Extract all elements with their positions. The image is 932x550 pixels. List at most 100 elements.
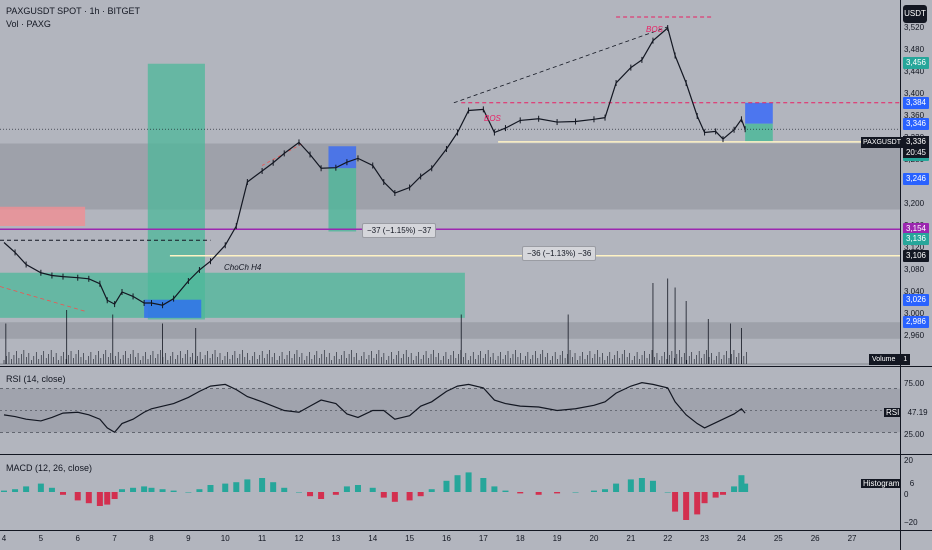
price-tick: 3,000 bbox=[904, 309, 925, 318]
price-tag: 3,154 bbox=[903, 223, 929, 236]
time-tick: 6 bbox=[75, 534, 80, 543]
macd-bar bbox=[380, 492, 387, 498]
macd-bar bbox=[196, 489, 203, 492]
macd-bar bbox=[118, 489, 125, 492]
trend-line-up bbox=[453, 26, 668, 104]
macd-bar bbox=[443, 480, 450, 492]
choch-label: ChoCh H4 bbox=[224, 263, 262, 272]
macd-bar bbox=[664, 492, 671, 493]
macd-bar bbox=[369, 487, 376, 492]
macd-bar bbox=[111, 492, 118, 499]
price-tick: 3,040 bbox=[904, 287, 925, 296]
time-tick: 21 bbox=[626, 534, 636, 543]
price-series bbox=[3, 26, 746, 306]
macd-bar bbox=[270, 482, 277, 492]
time-tick: 10 bbox=[220, 534, 230, 543]
time-tick: 20 bbox=[589, 534, 599, 543]
macd-bar bbox=[590, 490, 597, 492]
histogram-tag-value: 6 bbox=[909, 479, 915, 488]
symbol-title: PAXGUSDT SPOT · 1h · BITGET bbox=[6, 6, 141, 16]
time-tick: 8 bbox=[149, 534, 154, 543]
macd-bar bbox=[491, 486, 498, 492]
macd-bar bbox=[141, 486, 148, 492]
macd-bar bbox=[130, 487, 137, 492]
macd-bar bbox=[712, 492, 719, 498]
price-tick: 3,520 bbox=[904, 23, 925, 32]
macd-bar bbox=[572, 492, 579, 493]
macd-bar bbox=[694, 492, 701, 515]
last-price-tag: 3,336 20:45 bbox=[903, 136, 929, 158]
price-tick: 3,480 bbox=[904, 45, 925, 54]
macd-tick-0: 0 bbox=[904, 490, 909, 499]
macd-bar bbox=[354, 485, 361, 492]
macd-bar bbox=[602, 489, 609, 492]
price-tick: 3,120 bbox=[904, 243, 925, 252]
macd-bar bbox=[48, 487, 55, 492]
macd-bar bbox=[318, 492, 325, 499]
macd-bar bbox=[148, 487, 155, 492]
macd-bar bbox=[731, 486, 738, 492]
price-tag: 3,346 bbox=[903, 117, 929, 130]
time-tick: 4 bbox=[1, 534, 7, 543]
rsi-title: RSI (14, close) bbox=[6, 374, 66, 384]
price-tag: 3,246 bbox=[903, 172, 929, 185]
macd-bar bbox=[480, 478, 487, 492]
macd-bar bbox=[74, 492, 81, 501]
macd-tick-neg20: −20 bbox=[904, 518, 918, 527]
price-tag: 2,986 bbox=[903, 315, 929, 328]
macd-bar bbox=[406, 492, 413, 501]
blue-box-right bbox=[745, 102, 773, 124]
currency-button[interactable]: USDT bbox=[903, 5, 927, 23]
price-tick: 3,080 bbox=[904, 265, 925, 274]
macd-bar bbox=[517, 492, 524, 494]
last-price-value: 3,336 bbox=[905, 137, 927, 146]
time-tick: 24 bbox=[736, 534, 746, 543]
price-tick: 3,440 bbox=[904, 67, 925, 76]
rsi-tick-25: 25.00 bbox=[904, 430, 925, 439]
blue-box-mid bbox=[328, 146, 357, 169]
green-box-mid bbox=[328, 168, 357, 232]
macd-title: MACD (12, 26, close) bbox=[6, 463, 93, 473]
time-tick: 11 bbox=[257, 534, 267, 543]
histogram-tag: Histogram 6 bbox=[861, 478, 914, 490]
price-tag: 3,106 bbox=[903, 249, 929, 262]
rsi-tag-value: 47.19 bbox=[907, 408, 928, 417]
price-tick: 3,360 bbox=[904, 111, 925, 120]
countdown: 20:45 bbox=[905, 148, 927, 157]
rsi-line bbox=[3, 382, 746, 434]
macd-bar bbox=[307, 492, 314, 497]
macd-bar bbox=[96, 492, 103, 506]
macd-bar bbox=[12, 489, 19, 492]
price-tick: 2,960 bbox=[904, 331, 925, 340]
time-tick: 27 bbox=[847, 534, 857, 543]
blue-box-low bbox=[144, 299, 202, 318]
macd-bar bbox=[738, 475, 745, 492]
macd-bar bbox=[185, 492, 192, 493]
time-tick: 17 bbox=[478, 534, 488, 543]
macd-bar bbox=[672, 492, 679, 512]
price-tick: 3,400 bbox=[904, 89, 925, 98]
macd-bar bbox=[502, 490, 509, 492]
macd-bar bbox=[170, 490, 177, 492]
measure-label-1: −37 (−1.15%) −37 bbox=[362, 223, 437, 238]
macd-bar bbox=[649, 480, 656, 492]
macd-bar bbox=[222, 483, 229, 492]
price-tick: 3,200 bbox=[904, 199, 925, 208]
time-tick: 9 bbox=[186, 534, 191, 543]
macd-bar bbox=[742, 483, 749, 492]
green-box-right bbox=[745, 123, 773, 142]
time-tick: 5 bbox=[38, 534, 44, 543]
macd-bar bbox=[343, 486, 350, 492]
macd-bar bbox=[417, 492, 424, 497]
macd-bar bbox=[454, 475, 461, 492]
macd-bar bbox=[59, 492, 66, 495]
macd-bar bbox=[428, 489, 435, 492]
volume-label: Volume 1 bbox=[869, 354, 911, 365]
price-tag: 3,384 bbox=[903, 96, 929, 109]
price-tag: 3,456 bbox=[903, 57, 929, 70]
macd-bar bbox=[465, 472, 472, 492]
macd-bar bbox=[159, 489, 166, 492]
time-tick: 13 bbox=[331, 534, 341, 543]
green-zone-wide bbox=[0, 272, 465, 318]
